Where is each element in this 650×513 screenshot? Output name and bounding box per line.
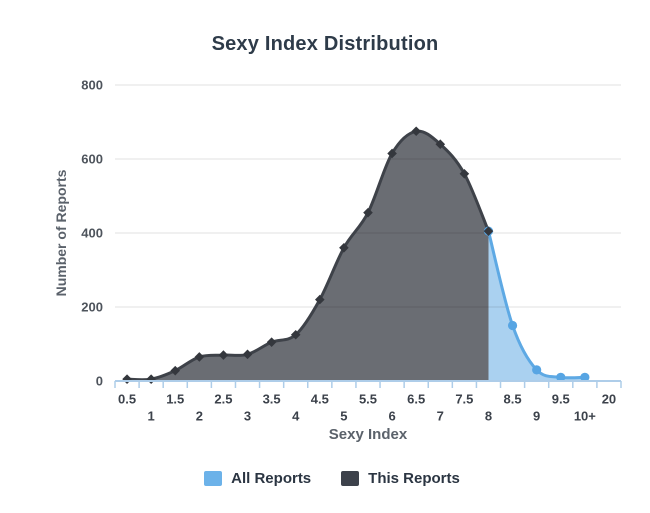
- x-tick-label: 5: [340, 409, 347, 424]
- x-tick-label: 5.5: [359, 392, 377, 407]
- data-point-marker: [387, 148, 397, 159]
- x-tick-label: 4.5: [311, 392, 329, 407]
- data-point-marker: [339, 243, 349, 253]
- data-point-marker: [556, 372, 566, 382]
- y-tick-label: 200: [81, 300, 103, 315]
- series-area-1: [127, 131, 489, 381]
- data-point-marker: [194, 352, 205, 362]
- data-point-marker: [459, 169, 470, 179]
- data-point-marker: [122, 374, 132, 384]
- data-point-marker: [363, 207, 373, 218]
- series-area-0: [488, 231, 585, 381]
- x-tick-label: 7: [437, 409, 444, 424]
- x-tick-label: 3.5: [263, 392, 281, 407]
- data-point-marker: [507, 320, 518, 331]
- x-tick-label: 8.5: [504, 392, 522, 407]
- x-tick-label: 6.5: [407, 392, 425, 407]
- data-point-marker: [435, 139, 446, 149]
- chart-title: Sexy Index Distribution: [211, 33, 439, 55]
- y-tick-label: 400: [81, 226, 103, 241]
- x-tick-label: 9: [533, 409, 540, 424]
- x-tick-label: 1: [148, 409, 155, 424]
- x-tick-label: 2.5: [214, 392, 232, 407]
- legend-item-this-reports[interactable]: This Reports: [341, 470, 460, 487]
- y-axis-title: Number of Reports: [53, 169, 69, 297]
- x-tick-label: 10+: [574, 409, 596, 424]
- data-point-marker: [411, 126, 421, 137]
- x-tick-label: 2: [196, 409, 203, 424]
- series-line-1: [127, 129, 490, 382]
- y-tick-label: 600: [81, 152, 103, 167]
- x-tick-label: 4: [292, 409, 300, 424]
- legend: All Reports This Reports: [14, 470, 650, 487]
- legend-label-this-reports: This Reports: [368, 470, 460, 487]
- x-tick-label: 7.5: [455, 392, 473, 407]
- data-point-marker: [146, 374, 156, 384]
- data-point-marker: [290, 329, 301, 340]
- x-tick-label: 1.5: [166, 392, 184, 407]
- data-point-marker: [218, 350, 229, 360]
- data-point-marker: [170, 365, 181, 376]
- legend-label-all-reports: All Reports: [231, 470, 312, 487]
- legend-swatch-this-reports: [341, 471, 360, 486]
- x-axis-title: Sexy Index: [328, 426, 408, 443]
- x-tick-label: 20: [602, 392, 616, 407]
- legend-item-all-reports[interactable]: All Reports: [204, 470, 311, 487]
- data-point-marker: [242, 349, 253, 360]
- x-tick-label: 8: [485, 409, 492, 424]
- y-tick-label: 800: [81, 78, 103, 93]
- x-tick-label: 6: [388, 409, 395, 424]
- data-point-marker: [532, 365, 542, 375]
- data-point-marker: [580, 372, 590, 382]
- x-tick-label: 9.5: [552, 392, 570, 407]
- x-tick-label: 0.5: [118, 392, 136, 407]
- x-tick-label: 3: [244, 409, 251, 424]
- y-tick-label: 0: [96, 374, 103, 389]
- legend-swatch-all-reports: [204, 471, 223, 486]
- data-point-marker: [315, 294, 325, 305]
- data-point-marker: [266, 337, 277, 347]
- data-point-marker: [483, 226, 494, 236]
